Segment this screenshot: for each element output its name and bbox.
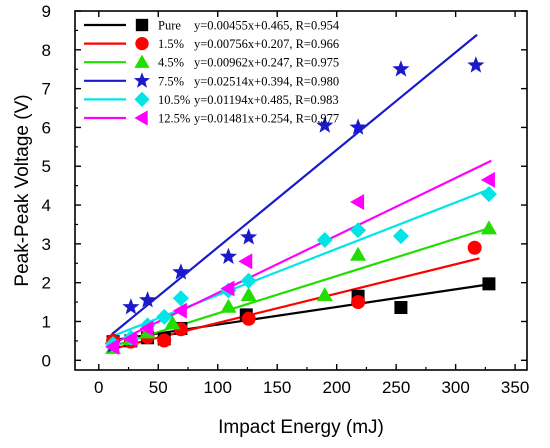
data-point: [172, 302, 187, 319]
axes: 0 50 100 150 200 250 300 350 0 1 2 3 4 5 6 7 8 9: [42, 2, 530, 397]
data-point: [349, 118, 367, 135]
data-point: [350, 193, 365, 210]
legend-series-name: 12.5%: [158, 112, 190, 126]
legend-fit-equation: y=0.01194x+0.485, R=0.983: [194, 93, 339, 107]
plot-frame: [74, 10, 528, 371]
data-points: [104, 56, 497, 355]
x-tick-label: 300: [441, 378, 469, 397]
legend-marker: [134, 54, 150, 68]
legend-marker: [134, 91, 150, 107]
data-point: [157, 333, 172, 348]
x-tick-label: 50: [149, 378, 168, 397]
legend-marker: [135, 36, 149, 51]
data-point: [351, 295, 366, 310]
legend-fit-equation: y=0.00455x+0.465, R=0.954: [194, 19, 340, 33]
x-tick-label: 350: [501, 378, 529, 397]
data-point: [482, 277, 496, 291]
data-point: [480, 186, 497, 203]
legend-marker: [133, 72, 151, 88]
data-point: [122, 298, 140, 315]
y-tick-label: 0: [42, 351, 51, 370]
data-point: [139, 320, 154, 337]
legend-fit-equation: y=0.00756x+0.207, R=0.966: [194, 37, 339, 51]
data-point: [480, 220, 497, 235]
data-point: [220, 298, 237, 313]
legend-series-name: 1.5%: [158, 37, 184, 51]
legend-series-name: 7.5%: [158, 74, 184, 88]
data-point: [238, 253, 253, 270]
legend-fit-equation: y=0.00962x+0.247, R=0.975: [194, 56, 339, 70]
legend-marker: [134, 110, 148, 126]
y-tick-label: 1: [42, 312, 51, 331]
data-point: [394, 301, 408, 315]
y-tick-label: 4: [42, 196, 51, 215]
data-point: [156, 308, 173, 325]
legend-fit-equation: y=0.01481x+0.254, R=0.977: [194, 112, 339, 126]
data-point: [392, 228, 409, 245]
data-point: [240, 287, 257, 302]
data-point: [316, 231, 333, 248]
data-point: [240, 272, 257, 289]
legend-fit-equation: y=0.02514x+0.394, R=0.980: [194, 74, 339, 88]
x-tick-label: 100: [204, 378, 232, 397]
y-axis-title: Peak-Peak Voltage (V): [12, 94, 33, 286]
data-point: [164, 315, 181, 330]
data-point: [172, 290, 189, 307]
legend-series-name: Pure: [158, 19, 181, 33]
fit-line: [111, 159, 492, 346]
data-point: [122, 330, 137, 347]
data-point: [480, 171, 495, 188]
data-point: [220, 280, 235, 297]
data-point: [105, 338, 120, 355]
x-tick-label: 0: [94, 378, 103, 397]
data-point: [467, 56, 485, 73]
y-tick-label: 8: [42, 41, 51, 60]
x-tick-label: 150: [263, 378, 291, 397]
x-tick-label: 250: [382, 378, 410, 397]
y-tick-label: 7: [42, 80, 51, 99]
legend-series-name: 4.5%: [158, 56, 184, 70]
y-tick-label: 6: [42, 118, 51, 137]
fit-line: [111, 282, 492, 342]
data-point: [172, 263, 190, 280]
data-point: [240, 228, 258, 245]
data-point: [392, 60, 410, 77]
y-tick-label: 5: [42, 157, 51, 176]
x-tick-label: 200: [322, 378, 350, 397]
data-point: [350, 222, 367, 239]
legend: Pure y=0.00455x+0.465, R=0.954 1.5% y=0.007…: [84, 19, 340, 126]
data-point: [241, 311, 256, 326]
data-point: [219, 247, 237, 264]
fit-line: [111, 33, 478, 336]
fit-line: [111, 257, 480, 351]
y-tick-label: 3: [42, 235, 51, 254]
data-point: [467, 240, 482, 255]
y-tick-label: 9: [42, 2, 51, 21]
data-point: [316, 287, 333, 302]
data-point: [350, 246, 367, 261]
data-point: [139, 291, 157, 308]
y-tick-label: 2: [42, 274, 51, 293]
legend-marker: [135, 18, 149, 32]
legend-series-name: 10.5%: [158, 93, 190, 107]
x-axis-title: Impact Energy (mJ): [218, 417, 384, 438]
data-point: [316, 116, 334, 133]
